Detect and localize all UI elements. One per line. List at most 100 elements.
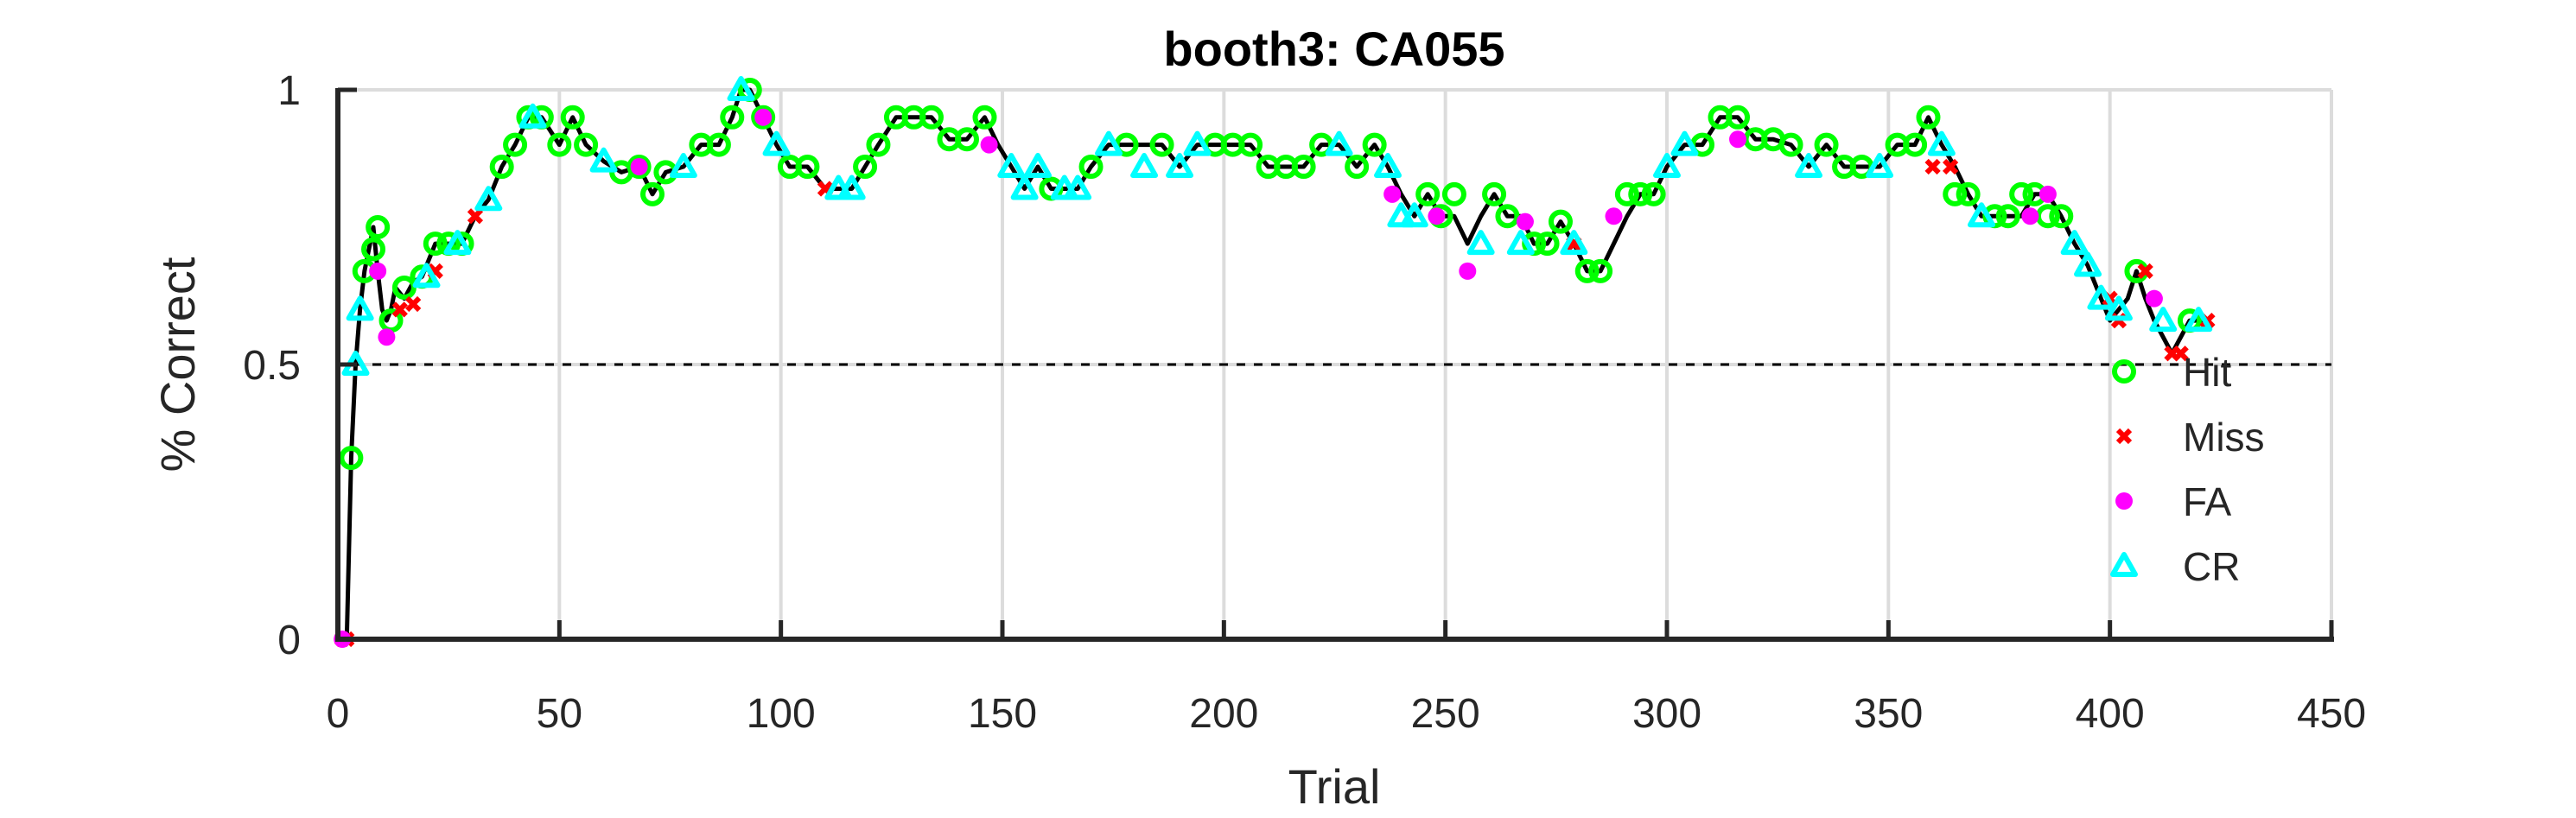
cr-marker [412,263,441,289]
hit-marker [1995,204,2020,229]
y-tick-label: 1 [277,68,301,114]
miss-marker [1924,158,1941,175]
x-tick-label: 400 [2076,691,2145,737]
x-tick-label: 250 [1411,691,1480,737]
hit-marker [1345,155,1370,180]
hit-marker [391,275,417,300]
cr-marker [1010,174,1039,200]
cr-marker [1095,130,1123,156]
hit-marker [1956,181,1981,206]
hit-marker [1726,105,1751,130]
fa-marker [1605,207,1623,225]
cr-marker [589,147,618,173]
miss-marker [2172,346,2189,362]
hit-marker [1814,132,1839,157]
hit-marker [1291,155,1316,180]
legend-fa-icon [2115,492,2133,510]
hit-marker [720,105,745,130]
cr-marker [443,230,472,256]
legend-miss-icon [2115,428,2133,445]
hit-marker [1149,132,1174,157]
cr-marker [2185,307,2213,333]
hit-marker [627,155,652,180]
cr-marker [762,130,791,156]
fa-marker [1428,207,1446,225]
fa-marker [980,136,998,154]
hit-marker [1362,132,1387,157]
hit-marker [1903,132,1928,157]
hit-marker [1574,258,1600,283]
y-tick-label: 0 [277,618,301,663]
cr-marker [1166,153,1194,179]
hit-marker [1778,132,1803,157]
hit-marker [1943,181,1968,206]
cr-marker [1400,202,1428,228]
miss-marker [405,295,422,313]
fa-marker [2021,207,2039,225]
fa-marker [369,262,387,280]
legend-cr-label: CR [2183,544,2240,589]
miss-marker [391,301,408,318]
x-tick-label: 150 [968,691,1037,737]
x-tick-label: 100 [747,691,816,737]
cr-marker [2104,295,2133,321]
hit-marker [919,105,944,130]
hit-marker [1628,181,1653,206]
cr-marker [1795,153,1823,179]
fa-marker [1729,130,1747,149]
cr-marker [346,295,374,321]
cr-marker [1866,153,1894,179]
miss-marker [467,208,484,225]
cr-marker [1130,153,1159,179]
cr-marker [997,153,1026,179]
fa-marker [1383,185,1402,203]
hit-marker [751,105,776,130]
legend-fa-label: FA [2183,479,2232,524]
hit-marker [972,105,997,130]
fa-marker [1459,262,1477,280]
cr-marker [1024,153,1053,179]
x-axis-label: Trial [1288,759,1381,814]
cr-marker [1183,130,1212,156]
hit-marker [574,132,599,157]
hit-marker [706,132,731,157]
axes [335,87,2334,642]
hit-marker [423,231,448,257]
hit-marker [866,132,891,157]
fa-marker [630,158,648,176]
cr-marker [1064,174,1092,200]
y-axis-label: % Correct [150,257,205,472]
hit-marker [503,132,528,157]
trial-markers [334,76,2216,648]
legend: Hit Miss FA CR [2110,350,2265,589]
miss-marker [1942,158,1959,175]
fa-marker [2039,185,2057,203]
cr-marker [1466,230,1495,256]
cr-marker [1653,153,1681,179]
fa-marker [1516,212,1534,231]
hit-marker [2049,204,2074,229]
cr-marker [474,186,503,212]
hit-marker [954,127,979,152]
cr-marker [1927,130,1956,156]
cr-marker [1670,130,1699,156]
hit-marker [339,446,364,471]
cr-marker [1374,153,1402,179]
hit-marker [1641,181,1666,206]
hit-marker [361,237,386,262]
hit-marker [1238,132,1263,157]
hit-marker [1588,258,1613,283]
hit-marker [1441,181,1466,206]
x-tick-label: 350 [1854,691,1923,737]
hit-marker [1548,209,1573,234]
fa-marker [754,108,773,126]
tick-labels: 0 50 100 150 200 250 300 350 400 450 0 0.5 1 [243,68,2366,737]
hit-marker [639,181,665,206]
chart-title: booth3: CA055 [1163,22,1504,76]
x-tick-label: 300 [1632,691,1701,737]
x-tick-label: 200 [1189,691,1258,737]
hit-marker [853,155,878,180]
hit-marker [795,155,820,180]
hit-marker [489,155,514,180]
fa-marker [378,328,396,346]
